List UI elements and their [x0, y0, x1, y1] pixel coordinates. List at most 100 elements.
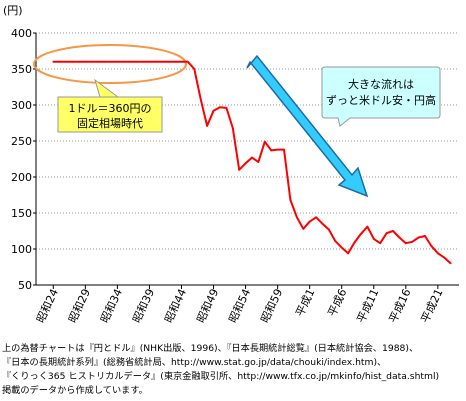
trend-callout-line1: 大きな流れは: [348, 77, 414, 91]
data-point: [283, 148, 285, 151]
x-tick-label: 昭和59: [258, 287, 285, 325]
x-tick-label: 平成1: [293, 287, 317, 319]
data-point: [225, 106, 228, 109]
data-point: [161, 60, 164, 63]
data-point: [315, 216, 317, 219]
data-point: [366, 225, 369, 228]
data-point: [142, 60, 144, 63]
y-tick-label: 300: [11, 99, 32, 112]
data-point: [90, 60, 93, 63]
y-tick-label: 350: [11, 63, 32, 76]
data-point: [295, 216, 298, 219]
data-point: [392, 230, 394, 232]
data-point: [334, 240, 337, 242]
source-note-line: 上の為替チャートは『円とドル』(NHK出版、1996)、『日本長期統計総覧』(日…: [2, 343, 419, 354]
data-point: [251, 156, 253, 159]
y-tick-label: 250: [11, 135, 32, 148]
trend-callout: [321, 66, 441, 127]
x-tick-label: 昭和49: [194, 287, 221, 325]
data-point: [257, 160, 260, 163]
data-point: [443, 256, 446, 259]
x-tick-label: 平成6: [325, 287, 349, 319]
data-point: [212, 109, 215, 112]
data-point: [430, 245, 433, 248]
data-point: [379, 242, 382, 245]
data-point: [58, 60, 61, 63]
data-point: [360, 232, 362, 235]
data-point: [353, 241, 356, 244]
data-point: [71, 60, 74, 63]
data-point: [289, 199, 292, 201]
data-point: [347, 252, 350, 255]
data-point: [417, 236, 420, 239]
data-point: [321, 222, 324, 225]
data-point: [65, 60, 68, 63]
fixed-rate-ellipse: [33, 44, 187, 84]
x-tick-label: 昭和39: [130, 287, 157, 325]
data-point: [110, 60, 112, 63]
x-tick-label: 昭和44: [162, 287, 189, 325]
data-point: [52, 60, 55, 63]
fixed-rate-callout: [57, 78, 163, 133]
exchange-rate-chart: 1ドル＝360円の 固定相場時代 大きな流れはずっと米ドル安・円高 50 100 150…: [3, 4, 459, 325]
data-point: [327, 228, 330, 231]
data-point: [411, 240, 414, 243]
data-point: [231, 127, 234, 129]
x-tick-label: 平成11: [354, 287, 381, 325]
data-point: [122, 60, 125, 63]
fixed-rate-callout-line2: 固定相場時代: [77, 116, 143, 130]
trend-callout-line2: ずっと米ドル安・円高: [326, 93, 436, 107]
trend-arrow: [246, 54, 369, 198]
data-point: [270, 149, 273, 152]
data-point: [129, 60, 132, 63]
data-point: [186, 60, 189, 63]
x-tick-label: 昭和34: [98, 287, 125, 325]
data-point: [436, 252, 439, 255]
data-point: [308, 220, 311, 223]
y-tick-label: 200: [11, 171, 32, 184]
data-point: [103, 60, 106, 63]
data-point: [340, 246, 343, 249]
data-point: [167, 60, 170, 63]
data-point: [404, 242, 407, 245]
data-point: [238, 168, 241, 171]
source-note-line: 『くりっく365 ヒストリカルデータ』(東京金融取引所、http://www.t…: [2, 371, 440, 382]
source-note-line: 掲載のデータから作成しています。: [2, 385, 148, 396]
data-point: [199, 98, 202, 101]
data-point: [449, 262, 452, 265]
data-point: [135, 60, 138, 63]
y-tick-label: 100: [11, 243, 32, 256]
data-point: [385, 232, 388, 235]
x-tick-label: 昭和54: [226, 287, 253, 325]
data-point: [276, 148, 279, 151]
data-point: [219, 106, 221, 109]
source-note-line: 『日本の長期統計系列』(総務省統計局、http://www.stat.go.jp…: [2, 357, 387, 368]
y-tick-label: 50: [18, 279, 32, 292]
x-tick-label: 平成21: [419, 287, 446, 325]
data-point: [174, 60, 176, 63]
data-point: [116, 60, 119, 63]
data-point: [372, 238, 375, 240]
data-point: [84, 60, 87, 63]
x-tick-label: 昭和24: [34, 287, 61, 325]
data-point: [154, 60, 157, 63]
x-tick-label: 昭和29: [66, 287, 93, 325]
data-point: [398, 236, 401, 239]
y-tick-label: 150: [11, 207, 32, 220]
data-point: [78, 60, 80, 63]
data-point: [148, 60, 151, 63]
source-note: 上の為替チャートは『円とドル』(NHK出版、1996)、『日本長期統計総覧』(日…: [2, 342, 464, 398]
data-point: [206, 124, 209, 127]
y-unit-label: (円): [3, 4, 23, 17]
x-tick-label: 平成16: [387, 287, 414, 325]
y-tick-label: 400: [11, 27, 32, 40]
data-point: [424, 235, 426, 237]
data-point: [97, 60, 100, 63]
data-point: [302, 227, 305, 230]
data-point: [180, 60, 183, 63]
data-point: [193, 68, 196, 70]
fixed-rate-callout-line1: 1ドル＝360円の: [69, 102, 152, 115]
data-point: [263, 140, 266, 143]
data-point: [244, 162, 247, 165]
